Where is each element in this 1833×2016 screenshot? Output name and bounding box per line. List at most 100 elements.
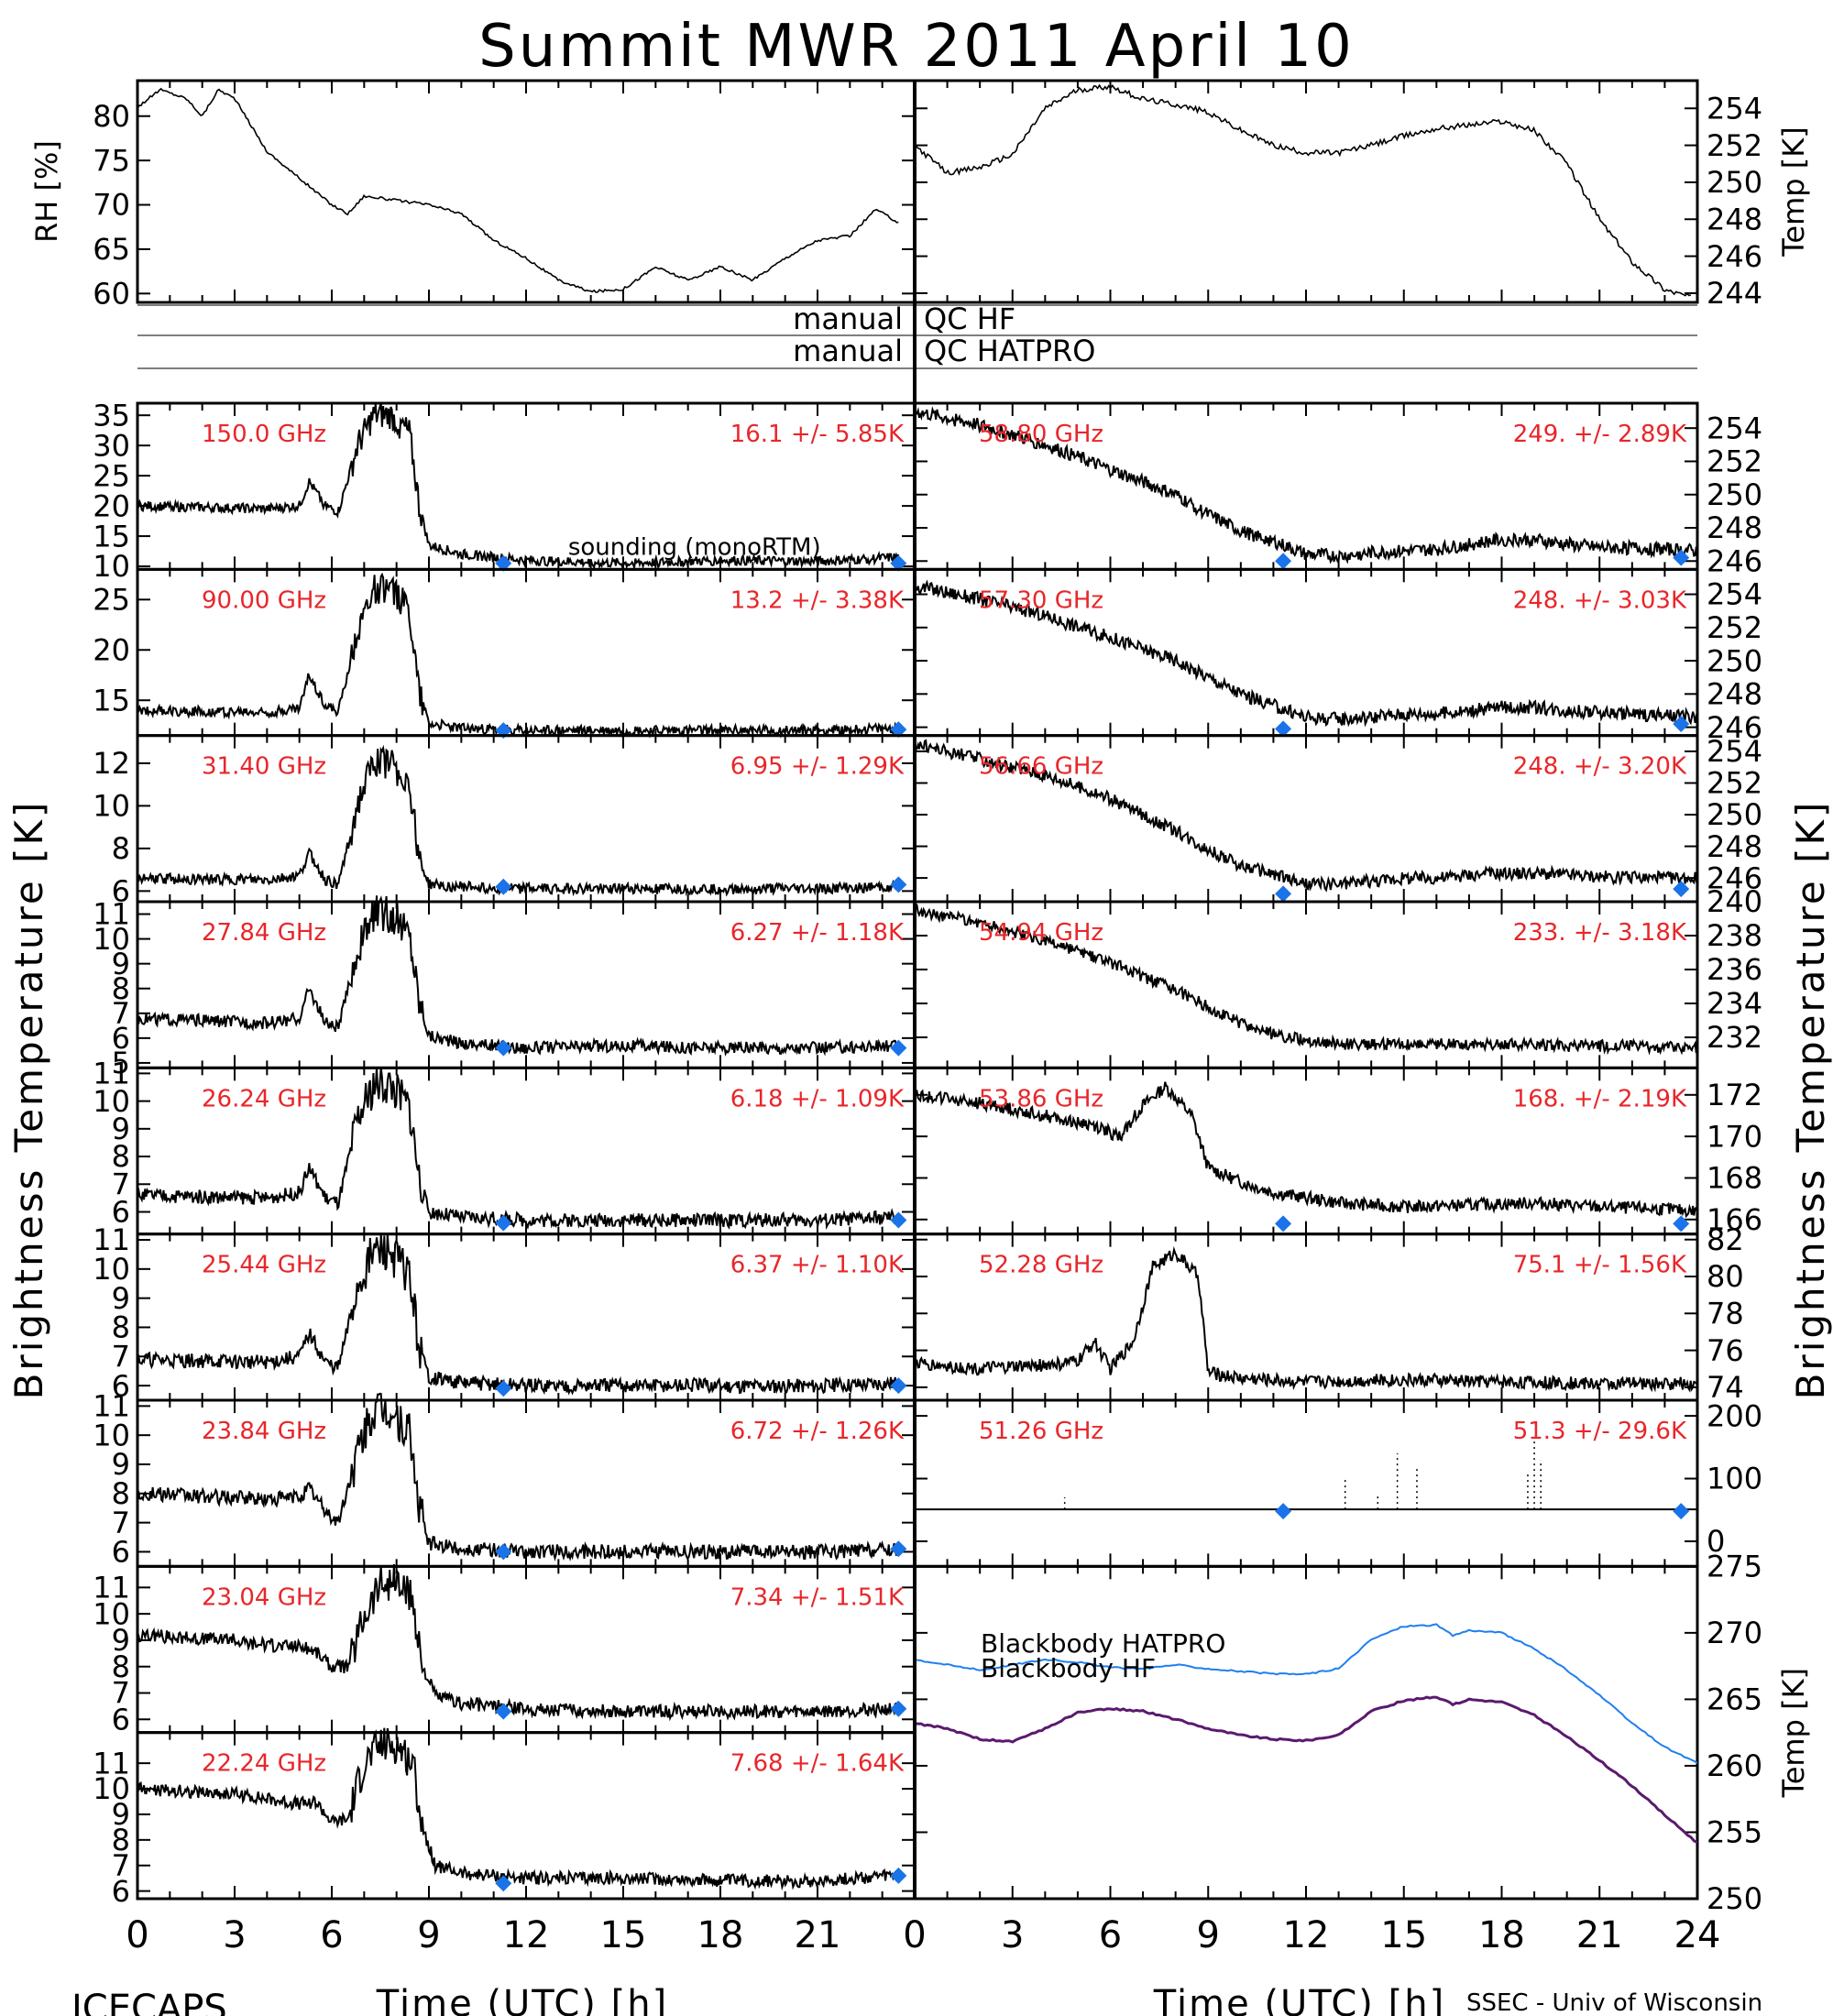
- y-tick-label: 10: [93, 549, 130, 584]
- x-tick-label-left: 6: [320, 1914, 343, 1956]
- sounding-point: [890, 1700, 907, 1717]
- stat-label: 6.95 +/- 1.29K: [730, 753, 905, 781]
- y-tick-label: 250: [1707, 797, 1762, 832]
- channel-label: 26.24 GHz: [202, 1085, 326, 1112]
- sounding-point: [1275, 1503, 1292, 1520]
- y-axis-label-left: Brightness Temperature [K]: [6, 800, 51, 1400]
- y-tick-label: 168: [1707, 1161, 1762, 1196]
- y-tick-label: 6: [112, 1874, 130, 1909]
- y-tick-label: 60: [93, 277, 130, 312]
- legend-hatpro: Blackbody HATPRO: [981, 1628, 1225, 1659]
- sounding-point: [495, 554, 512, 572]
- panel-53-86-GHz: 166 168 170 172 53.86 GHz 168. +/- 2.19K: [913, 1066, 1762, 1237]
- channel-label: 58.80 GHz: [979, 421, 1103, 448]
- channel-label: 53.86 GHz: [979, 1085, 1103, 1112]
- x-tick-label-left: 18: [697, 1914, 744, 1956]
- series-line-hf: [914, 1695, 1698, 1844]
- channel-label: 57.30 GHz: [979, 586, 1103, 614]
- sounding-point: [495, 1543, 512, 1561]
- stat-label: 6.27 +/- 1.18K: [730, 919, 905, 947]
- channel-label: 31.40 GHz: [202, 753, 326, 781]
- channel-label: 54.94 GHz: [979, 919, 1103, 947]
- qc-band: manual QC HF manual QC HATPRO: [137, 301, 1697, 369]
- x-axis-label-left: Time (UTC) [h]: [376, 1983, 668, 2016]
- stat-label: 16.1 +/- 5.85K: [730, 421, 905, 448]
- y-tick-label: 170: [1707, 1119, 1762, 1154]
- y-tick-label: 8: [112, 1139, 130, 1174]
- y-tick-label: 7: [112, 1506, 130, 1540]
- sounding-point: [1673, 715, 1690, 732]
- sounding-point: [890, 1540, 907, 1558]
- qc-label-left-1: manual: [793, 301, 903, 336]
- stat-label: 7.68 +/- 1.64K: [730, 1750, 905, 1778]
- y-tick-label: 166: [1707, 1202, 1762, 1237]
- sounding-point: [1673, 1215, 1690, 1233]
- series-line: [137, 1564, 900, 1722]
- sounding-point: [495, 1214, 512, 1232]
- sounding-point: [1275, 1215, 1292, 1233]
- sounding-point: [890, 1867, 907, 1884]
- y-tick-label: 6: [112, 874, 130, 909]
- y-tick-label: 7: [112, 996, 130, 1031]
- x-tick-label-right: 15: [1380, 1914, 1427, 1956]
- y-tick-label: 250: [1707, 165, 1762, 200]
- channel-label: 150.0 GHz: [202, 421, 326, 448]
- y-tick-label: 254: [1707, 411, 1762, 445]
- sounding-point: [495, 1380, 512, 1397]
- y-tick-label: 9: [112, 1797, 130, 1832]
- y-tick-label: 254: [1707, 577, 1762, 612]
- sounding-point: [1275, 553, 1292, 570]
- legend-hf: Blackbody HF: [981, 1653, 1156, 1683]
- y-tick-label: 252: [1707, 766, 1762, 801]
- channel-label: 25.44 GHz: [202, 1252, 326, 1279]
- x-tick-label-right: 3: [1001, 1914, 1024, 1956]
- y-tick-label: 9: [112, 1447, 130, 1482]
- series-line: [137, 744, 900, 898]
- series-line: [137, 895, 900, 1057]
- sounding-point: [495, 1703, 512, 1720]
- y-tick-label: 250: [1707, 1881, 1762, 1916]
- y-tick-label: 248: [1707, 202, 1762, 236]
- series-line: [137, 1067, 900, 1231]
- y-tick-label: 9: [112, 1623, 130, 1658]
- x-axis-label-right: Time (UTC) [h]: [1153, 1983, 1445, 2016]
- y-tick-label: 232: [1707, 1020, 1762, 1055]
- y-tick-label: 6: [112, 1368, 130, 1403]
- y-tick-label: 8: [112, 1310, 130, 1345]
- y-tick-label: 76: [1707, 1333, 1744, 1368]
- qc-label-right-2: QC HATPRO: [924, 334, 1095, 368]
- y-tick-label: 7: [112, 1167, 130, 1201]
- x-tick-label-left: 3: [223, 1914, 246, 1956]
- y-tick-label: 10: [93, 1418, 130, 1452]
- stat-label: 7.34 +/- 1.51K: [730, 1583, 905, 1611]
- channel-label: 52.28 GHz: [979, 1252, 1103, 1279]
- y-tick-label: 25: [93, 458, 130, 493]
- y-tick-label: 7: [112, 1339, 130, 1374]
- series-line: [914, 739, 1698, 893]
- panel-y-label: RH [%]: [29, 140, 64, 243]
- stat-label: 13.2 +/- 3.38K: [730, 586, 905, 614]
- sounding-label: sounding (monoRTM): [568, 533, 821, 561]
- y-tick-label: 74: [1707, 1370, 1744, 1405]
- y-tick-label: 9: [112, 1112, 130, 1146]
- y-tick-label: 246: [1707, 543, 1762, 578]
- panel-y-label: Temp [K]: [1776, 1668, 1811, 1798]
- y-tick-label: 20: [93, 632, 130, 667]
- y-tick-label: 10: [93, 1596, 130, 1631]
- channel-label: 23.84 GHz: [202, 1418, 326, 1445]
- series-line: [137, 572, 899, 740]
- y-tick-label: 82: [1707, 1222, 1744, 1257]
- y-tick-label: 15: [93, 683, 130, 718]
- y-tick-label: 270: [1707, 1616, 1762, 1650]
- y-tick-label: 7: [112, 1676, 130, 1711]
- panel-bottom-right: 250 255 260 265 270 275 Blackbody HATPROBlackb…: [913, 1550, 1811, 1916]
- series-line: [137, 87, 899, 293]
- x-tick-label-right: 0: [903, 1914, 926, 1956]
